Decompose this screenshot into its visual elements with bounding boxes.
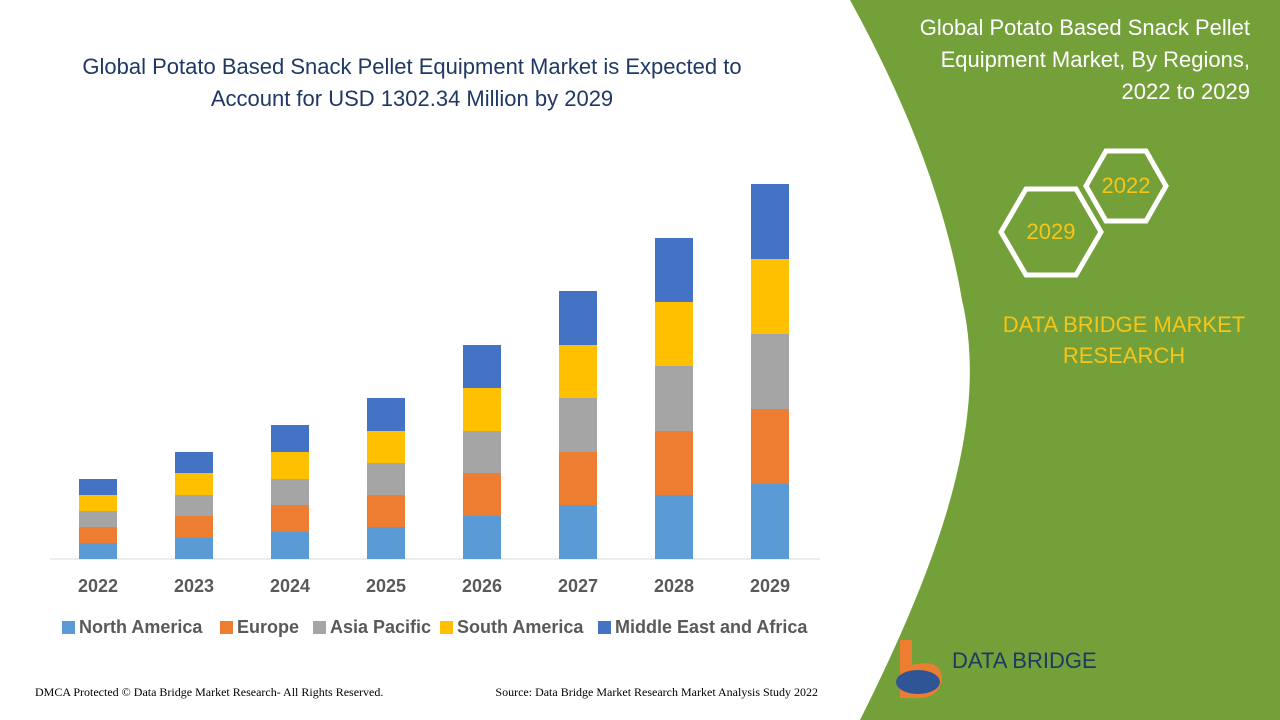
bar-segment (463, 516, 501, 559)
hexagon (1083, 148, 1169, 224)
legend-swatch (220, 621, 233, 634)
brand-text: RESEARCH (1063, 343, 1185, 368)
bar-segment (559, 345, 597, 398)
x-tick-label: 2023 (174, 576, 214, 596)
bar-segment (655, 431, 693, 495)
legend-label: South America (457, 617, 584, 637)
bar-segment (175, 538, 213, 559)
bar-segment (655, 495, 693, 559)
bar-segment (175, 473, 213, 495)
bar-segment (367, 398, 405, 431)
footer-right: Source: Data Bridge Market Research Mark… (495, 685, 818, 699)
bar-segment (79, 511, 117, 527)
legend-label: Middle East and Africa (615, 617, 808, 637)
bar-segment (559, 505, 597, 559)
x-tick-label: 2027 (558, 576, 598, 596)
bar-segment (271, 532, 309, 559)
hex-label: 2029 (1027, 219, 1076, 244)
x-tick-label: 2029 (750, 576, 790, 596)
bar-segment (367, 463, 405, 495)
bar-segment (367, 527, 405, 559)
bar-segment (175, 516, 213, 538)
side-panel (850, 0, 1280, 720)
bar-segment (79, 479, 117, 495)
legend-label: Europe (237, 617, 299, 637)
legend-label: Asia Pacific (330, 617, 431, 637)
x-tick-label: 2025 (366, 576, 406, 596)
legend-swatch (440, 621, 453, 634)
bar-segment (463, 388, 501, 431)
x-tick-label: 2028 (654, 576, 694, 596)
bar-segment (367, 495, 405, 527)
bar-segment (463, 473, 501, 516)
panel-title: Global Potato Based Snack Pellet (920, 15, 1250, 40)
bar-segment (751, 409, 789, 484)
x-tick-label: 2026 (462, 576, 502, 596)
bar-segment (751, 259, 789, 334)
bar-segment (271, 425, 309, 452)
bar-segment (175, 452, 213, 473)
bar-segment (79, 495, 117, 511)
legend-label: North America (79, 617, 203, 637)
bar-segment (79, 527, 117, 543)
bar-segment (271, 479, 309, 505)
x-tick-label: 2022 (78, 576, 118, 596)
bar-segment (751, 334, 789, 409)
panel-title: Equipment Market, By Regions, (941, 47, 1250, 72)
logo-text: DATA BRIDGE (952, 648, 1097, 673)
chart-title: Global Potato Based Snack Pellet Equipme… (82, 54, 741, 111)
hex-label: 2022 (1102, 173, 1151, 198)
bar-segment (655, 366, 693, 431)
bar-segment (751, 184, 789, 259)
bar-segment (559, 398, 597, 452)
bar-segment (271, 452, 309, 479)
bar-segment (271, 505, 309, 532)
panel-title: 2022 to 2029 (1122, 79, 1250, 104)
bar-segment (79, 543, 117, 559)
legend-swatch (313, 621, 326, 634)
logo-mark (896, 670, 940, 694)
legend-swatch (62, 621, 75, 634)
legend-swatch (598, 621, 611, 634)
bar-segment (367, 431, 405, 463)
bar-segment (175, 495, 213, 516)
bar-segment (463, 431, 501, 473)
bar-segment (655, 238, 693, 302)
hexagon (998, 186, 1104, 278)
bar-segment (559, 291, 597, 345)
x-tick-label: 2024 (270, 576, 310, 596)
bar-segment (559, 452, 597, 505)
bar-segment (463, 345, 501, 388)
brand-text: DATA BRIDGE MARKET (1003, 312, 1245, 337)
bar-segment (655, 302, 693, 366)
bar-segment (751, 484, 789, 559)
logo: DATA BRIDGE (896, 640, 1097, 699)
footer-left: DMCA Protected © Data Bridge Market Rese… (35, 685, 383, 699)
